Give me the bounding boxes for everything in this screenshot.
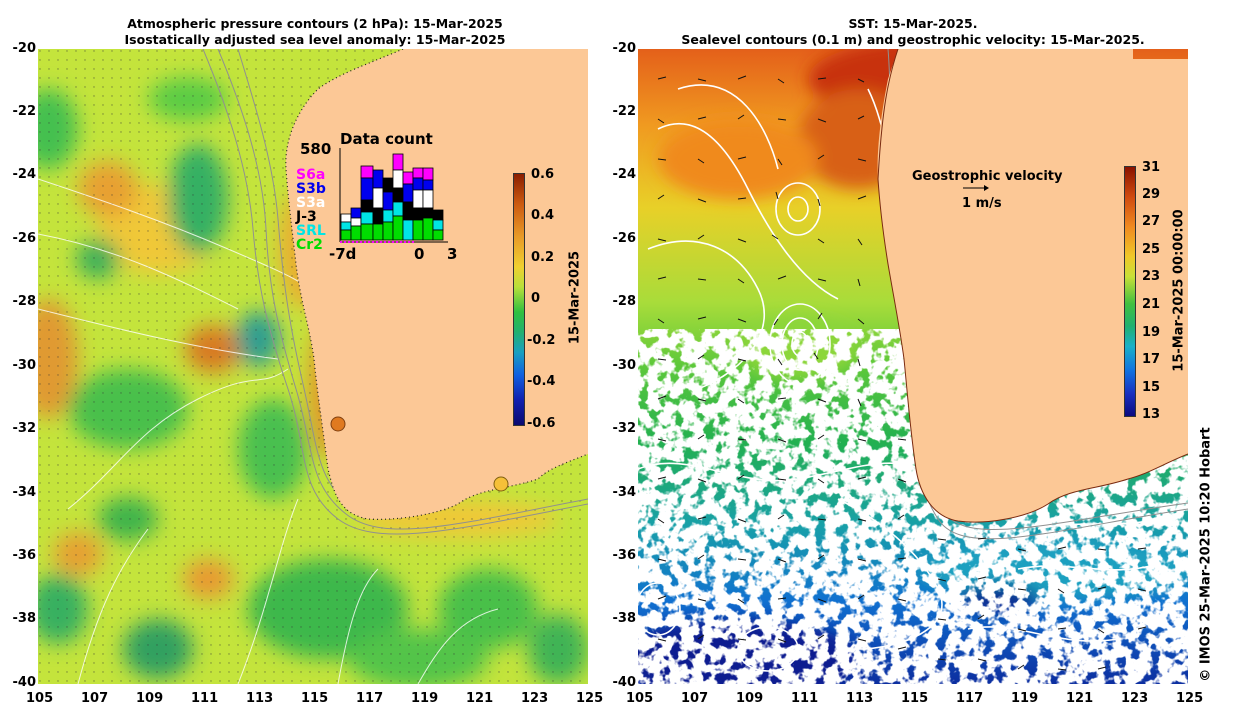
cb-tick: 17 (1142, 352, 1161, 367)
lon-tick: 119 (1011, 691, 1039, 706)
lon-tick: 113 (846, 691, 874, 706)
cb-tick: 0.2 (531, 250, 555, 265)
lon-tick: 123 (1121, 691, 1149, 706)
lat-tick: -28 (612, 294, 637, 309)
lon-tick: 109 (736, 691, 764, 706)
mission-legend: S6a S3b S3a J-3 SRL Cr2 (296, 168, 326, 252)
lat-tick: -38 (612, 611, 637, 626)
lat-tick: -40 (612, 675, 637, 690)
lat-tick: -24 (612, 167, 637, 182)
data-count-xlabel-zero: 0 (414, 245, 425, 263)
data-count-title: Data count (340, 130, 433, 148)
lat-tick: -22 (12, 104, 37, 119)
right-title-line2: Sealevel contours (0.1 m) and geostrophi… (681, 32, 1145, 47)
mission-srl: SRL (296, 223, 326, 239)
cb-tick: 21 (1142, 297, 1161, 312)
lon-tick: 117 (356, 691, 384, 706)
sla-marker (330, 416, 346, 432)
lat-tick: -26 (612, 231, 637, 246)
lon-tick: 107 (81, 691, 109, 706)
cb-tick: 29 (1142, 187, 1161, 202)
cb-tick: 0 (531, 291, 541, 306)
velocity-arrows (657, 75, 1147, 671)
lon-tick: 111 (191, 691, 219, 706)
cb-tick: 25 (1142, 242, 1161, 257)
velocity-scale-arrow (963, 185, 989, 191)
lat-tick: -38 (12, 611, 37, 626)
lon-tick: 125 (1176, 691, 1204, 706)
mission-s3b: S3b (296, 181, 326, 197)
lon-tick: 117 (956, 691, 984, 706)
lon-tick: 115 (301, 691, 329, 706)
lon-tick: 109 (136, 691, 164, 706)
land-australia (285, 49, 588, 520)
lat-tick: -22 (612, 104, 637, 119)
sla-colorbar-label: 15-Mar-2025 (567, 250, 583, 345)
sla-colorbar (513, 173, 525, 426)
lat-tick: -20 (612, 41, 637, 56)
lon-tick: 115 (901, 691, 929, 706)
data-count-xlabel-end: 3 (447, 245, 458, 263)
cb-tick: -0.2 (527, 333, 556, 348)
left-title-line2: Isostatically adjusted sea level anomaly… (124, 32, 506, 47)
velocity-legend-scale: 1 m/s (962, 196, 1002, 211)
cb-tick: 31 (1142, 160, 1161, 175)
cb-tick: -0.4 (527, 374, 556, 389)
data-count-xlabel-start: -7d (329, 245, 357, 263)
cb-tick: 19 (1142, 325, 1161, 340)
lat-tick: -36 (12, 548, 37, 563)
lon-tick: 105 (626, 691, 654, 706)
cb-tick: 23 (1142, 269, 1161, 284)
lat-tick: -30 (12, 358, 37, 373)
land-australia (877, 49, 1188, 523)
lat-tick: -32 (612, 421, 637, 436)
lat-tick: -32 (12, 421, 37, 436)
lon-tick: 123 (521, 691, 549, 706)
bathymetry-lines (202, 49, 588, 535)
cb-tick: 15 (1142, 380, 1161, 395)
lon-tick: 111 (791, 691, 819, 706)
sst-colorbar (1124, 166, 1136, 417)
cb-tick: 0.6 (531, 167, 555, 182)
lon-tick: 107 (681, 691, 709, 706)
lat-tick: -34 (612, 485, 637, 500)
right-title-line1: SST: 15-Mar-2025. (848, 16, 978, 31)
lat-tick: -34 (12, 485, 37, 500)
data-count-max: 580 (300, 140, 332, 158)
lon-tick: 119 (411, 691, 439, 706)
left-title-line1: Atmospheric pressure contours (2 hPa): 1… (127, 16, 503, 31)
sla-marker (493, 476, 509, 492)
mission-cr2: Cr2 (296, 237, 323, 253)
mission-s3a: S3a (296, 195, 326, 211)
mission-s6a: S6a (296, 167, 326, 183)
lon-tick: 121 (1066, 691, 1094, 706)
credit-text: © IMOS 25-Mar-2025 10:20 Hobart (1198, 427, 1214, 682)
lon-tick: 105 (26, 691, 54, 706)
left-map (38, 49, 588, 684)
lat-tick: -36 (612, 548, 637, 563)
right-map (638, 49, 1188, 684)
lat-tick: -26 (12, 231, 37, 246)
lon-tick: 125 (576, 691, 604, 706)
data-count-bars (339, 148, 448, 243)
velocity-legend-title: Geostrophic velocity (912, 169, 1063, 184)
cb-tick: 0.4 (531, 208, 555, 223)
lon-tick: 121 (466, 691, 494, 706)
lat-tick: -20 (12, 41, 37, 56)
cb-tick: -0.6 (527, 416, 556, 431)
lat-tick: -30 (612, 358, 637, 373)
mission-j3: J-3 (296, 209, 317, 225)
cb-tick: 13 (1142, 407, 1161, 422)
lat-tick: -24 (12, 167, 37, 182)
lon-tick: 113 (246, 691, 274, 706)
sst-colorbar-label: 15-Mar-2025 00:00:00 (1171, 209, 1187, 372)
lat-tick: -40 (12, 675, 37, 690)
lat-tick: -28 (12, 294, 37, 309)
cb-tick: 27 (1142, 214, 1161, 229)
